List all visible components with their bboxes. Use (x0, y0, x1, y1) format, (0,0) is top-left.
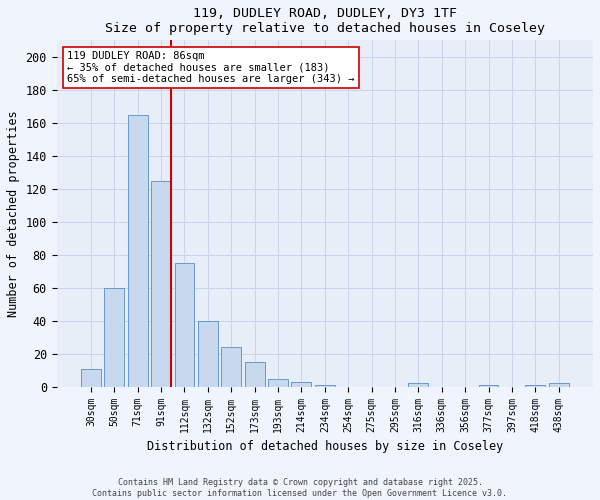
Bar (104, 288, 124, 387)
Bar (151, 180, 171, 387)
Text: Contains HM Land Registry data © Crown copyright and database right 2025.
Contai: Contains HM Land Registry data © Crown c… (92, 478, 508, 498)
Bar (315, 385, 335, 387)
Title: 119, DUDLEY ROAD, DUDLEY, DY3 1TF
Size of property relative to detached houses i: 119, DUDLEY ROAD, DUDLEY, DY3 1TF Size o… (105, 7, 545, 35)
Bar (526, 385, 545, 387)
Bar (128, 114, 148, 387)
Bar (479, 385, 499, 387)
Bar (409, 384, 428, 387)
Text: 119 DUDLEY ROAD: 86sqm
← 35% of detached houses are smaller (183)
65% of semi-de: 119 DUDLEY ROAD: 86sqm ← 35% of detached… (67, 50, 355, 84)
Bar (292, 382, 311, 387)
X-axis label: Distribution of detached houses by size in Coseley: Distribution of detached houses by size … (147, 440, 503, 453)
Bar (268, 378, 288, 387)
Bar (175, 263, 194, 387)
Y-axis label: Number of detached properties: Number of detached properties (7, 110, 20, 317)
Bar (549, 384, 569, 387)
Bar (198, 321, 218, 387)
Bar (81, 368, 101, 387)
Bar (221, 347, 241, 387)
Bar (245, 362, 265, 387)
